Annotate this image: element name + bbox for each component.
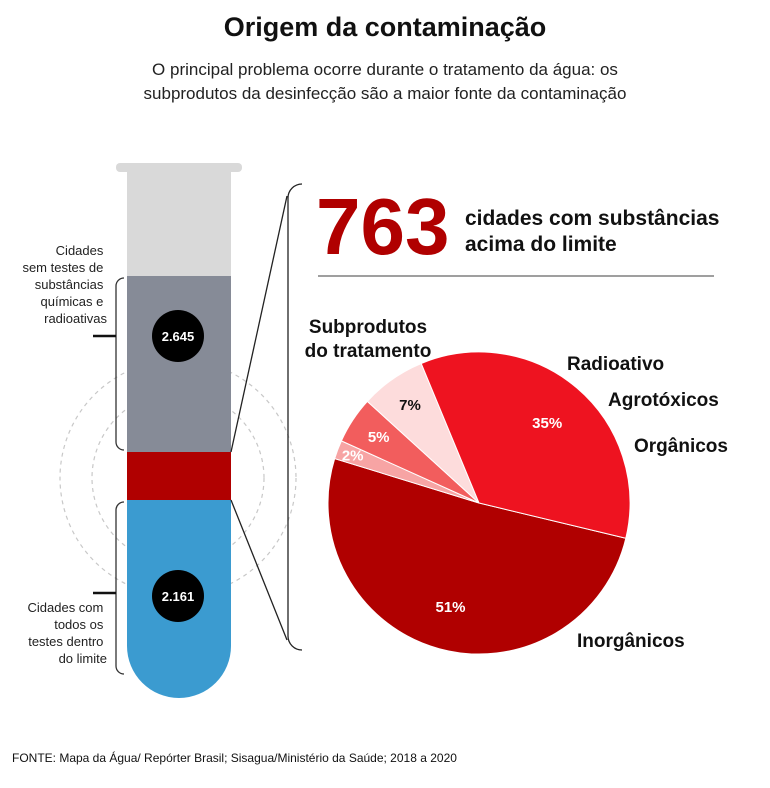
pie-percent-labels: 51% 2%5% 7% 35% [342,397,562,616]
label-no-tests: Cidades sem testes de substâncias químic… [22,243,107,326]
pie-chart [327,351,631,655]
pie-category-label-line: Subprodutos [309,317,427,338]
pie-percent-label: 35% [532,415,562,432]
callout-connector [230,183,303,651]
label-no-tests-line: Cidades [56,243,104,258]
pie-percent-label: 5% [368,429,390,446]
tube-empty-section [127,172,231,276]
pie-percent-label: 51% [435,599,465,616]
bubble-no-tests-count: 2.645 [162,329,195,344]
callout-caption-line-1: cidades com substâncias [465,207,719,230]
pie-category-label-line: Agrotóxicos [608,390,719,411]
subtitle-line-1: O principal problema ocorre durante o tr… [152,60,618,79]
pie-category-label: Radioativo [567,354,664,375]
pie-category-label-line: Orgânicos [634,436,728,457]
label-within-limit: Cidades com todos os testes dentro do li… [28,600,108,666]
tube-no-tests-section [127,276,231,452]
label-no-tests-line: radioativas [44,311,107,326]
tube-cap [116,163,242,172]
pie-category-label: Agrotóxicos [608,390,719,411]
tube-contaminated-section [127,452,231,500]
bracket-no-tests [93,277,125,451]
bubble-within-limit-count: 2.161 [162,589,195,604]
pie-percent-label: 7% [399,397,421,414]
pie-category-labels: Subprodutos do tratamento Radioativo Agrotó… [305,317,728,652]
bubble-no-tests: 2.645 [152,310,204,362]
chart-subtitle: O principal problema ocorre durante o tr… [85,58,685,106]
pie-category-label: Subprodutos do tratamento [305,317,432,362]
callout-number: 763 [316,182,449,271]
pie-category-label: Orgânicos [634,436,728,457]
source-note: FONTE: Mapa da Água/ Repórter Brasil; Si… [12,751,457,765]
chart-title: Origem da contaminação [223,12,547,42]
label-no-tests-line: sem testes de [22,260,103,275]
callout-caption-line-2: acima do limite [465,233,617,256]
pie-slice [327,457,627,655]
bracket-within-limit [93,501,125,675]
pie-percent-label: 2% [342,447,364,464]
pie-category-label-line: do tratamento [305,341,432,362]
test-tube [116,163,242,698]
label-no-tests-line: substâncias [35,277,104,292]
pie-category-label-line: Radioativo [567,354,664,375]
label-within-limit-line: testes dentro [28,634,103,649]
label-within-limit-line: Cidades com [28,600,104,615]
pie-category-label-line: Inorgânicos [577,631,685,652]
pie-category-label: Inorgânicos [577,631,685,652]
subtitle-line-2: subprodutos da desinfecção são a maior f… [143,84,627,103]
label-within-limit-line: do limite [59,651,107,666]
label-within-limit-line: todos os [54,617,104,632]
label-no-tests-line: químicas e [41,294,104,309]
pie-slice [420,351,631,539]
bubble-within-limit: 2.161 [152,570,204,622]
